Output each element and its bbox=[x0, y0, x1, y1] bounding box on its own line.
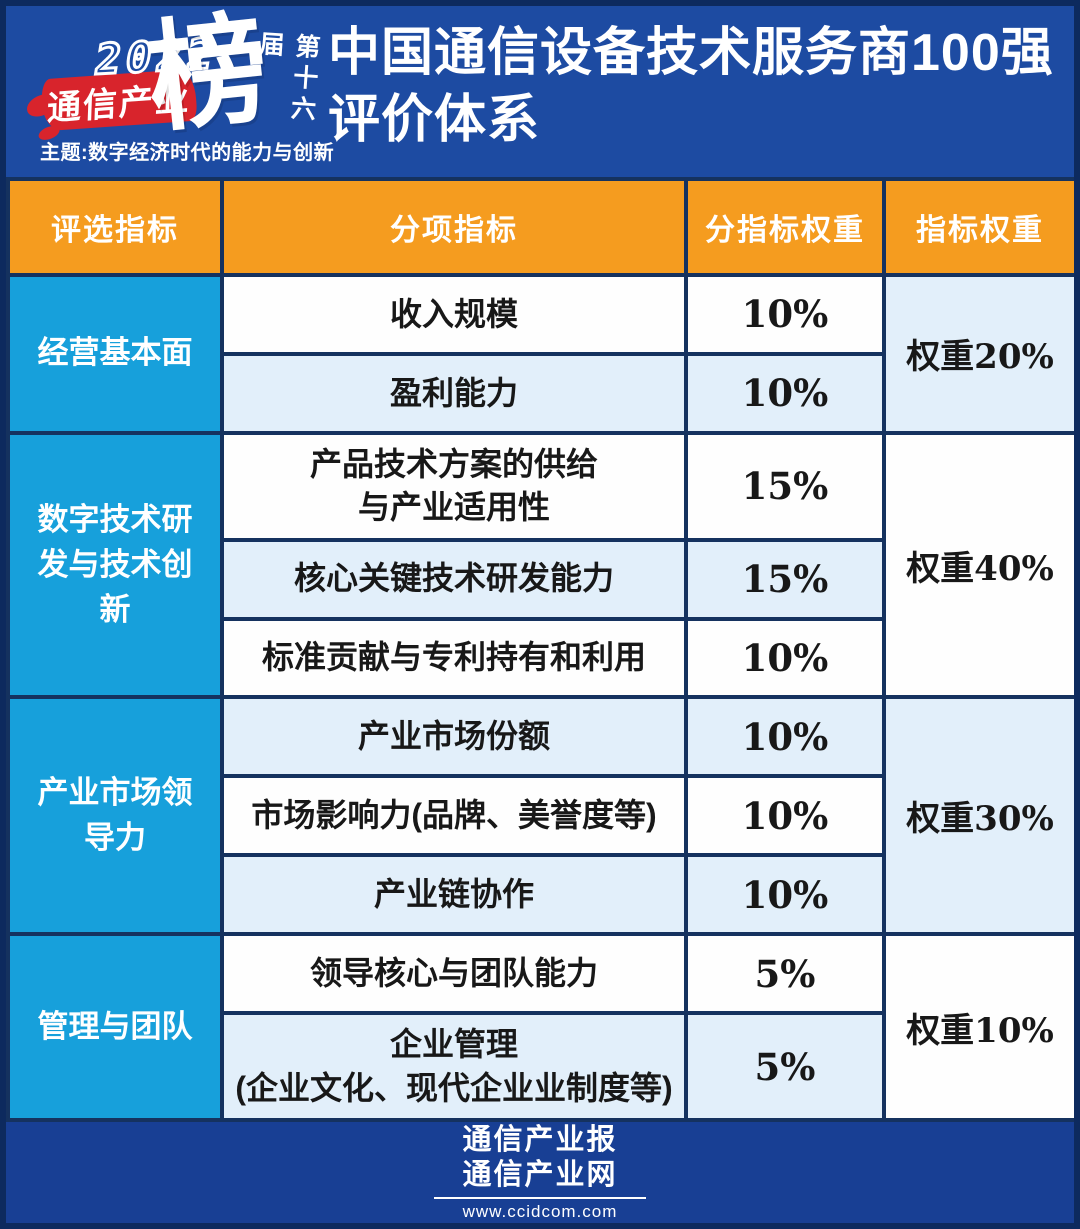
indicator-cell: 产业市场份额 bbox=[220, 695, 688, 779]
table-row: 产业市场领导力 产业市场份额 10% 权重30% bbox=[6, 695, 1074, 937]
sub-weight-cell: 10% bbox=[684, 853, 886, 937]
sub-weight-cell: 10% bbox=[684, 351, 886, 435]
sub-weight-cell: 10% bbox=[684, 616, 886, 700]
footer-url: www.ccidcom.com bbox=[462, 1201, 618, 1221]
page-title-line2: 评价体系 bbox=[328, 91, 541, 149]
category-cell: 产业市场领导力 bbox=[6, 695, 224, 937]
table-row: 产业链协作 10% bbox=[8, 853, 1074, 937]
table-row: 经营基本面 收入规模 10% 权重20% bbox=[6, 273, 1074, 435]
indicator-cell: 收入规模 bbox=[220, 273, 688, 356]
indicator-cell: 领导核心与团队能力 bbox=[220, 932, 688, 1016]
sub-weight-cell: 15% bbox=[684, 430, 886, 542]
column-header: 指标权重 bbox=[882, 177, 1074, 277]
logo-edition-text: 第十六届 bbox=[254, 29, 322, 128]
table-row: 盈利能力 10% bbox=[8, 351, 1074, 435]
sub-weight-cell: 10% bbox=[684, 273, 886, 356]
indicator-cell: 核心关键技术研发能力 bbox=[220, 537, 688, 621]
group-weight-cell: 权重10% bbox=[882, 932, 1074, 1122]
category-cell: 管理与团队 bbox=[6, 932, 224, 1122]
indicator-cell: 产品技术方案的供给 与产业适用性 bbox=[220, 430, 688, 542]
sub-weight-cell: 15% bbox=[684, 537, 886, 621]
footer-brand-line1: 通信产业报 bbox=[462, 1124, 618, 1157]
footer-brand-line2: 通信产业网 bbox=[462, 1158, 618, 1191]
logo-theme-text: 主题:数字经济时代的能力与创新 bbox=[40, 142, 335, 164]
page-title-line1: 中国通信设备技术服务商100强 bbox=[328, 24, 1054, 82]
footer-divider bbox=[434, 1196, 646, 1199]
sub-weight-cell: 10% bbox=[684, 774, 886, 858]
criteria-table-body: 经营基本面 收入规模 10% 权重20% 盈利能力 10% 数字技术研发与技术创新 产品技术方… bbox=[6, 273, 1074, 1122]
indicator-cell: 标准贡献与专利持有和利用 bbox=[220, 616, 688, 700]
footer-banner: 通信产业报 通信产业网 www.ccidcom.com bbox=[6, 1122, 1074, 1223]
group-weight-cell: 权重30% bbox=[882, 695, 1074, 937]
sub-weight-cell: 5% bbox=[684, 932, 886, 1016]
criteria-table: 评选指标 分项指标 分指标权重 指标权重 经营基本面 收入规模 10% 权重20% 盈利能力 1… bbox=[6, 177, 1074, 1122]
table-row: 数字技术研发与技术创新 产品技术方案的供给 与产业适用性 15% 权重40% bbox=[6, 430, 1074, 700]
sub-weight-cell: 5% bbox=[684, 1011, 886, 1122]
table-row: 管理与团队 领导核心与团队能力 5% 权重10% bbox=[6, 932, 1074, 1122]
category-cell: 数字技术研发与技术创新 bbox=[6, 430, 224, 700]
table-row: 标准贡献与专利持有和利用 10% bbox=[8, 616, 1074, 700]
indicator-cell: 企业管理 (企业文化、现代企业业制度等) bbox=[220, 1011, 688, 1122]
indicator-cell: 市场影响力(品牌、美誉度等) bbox=[220, 774, 688, 858]
sub-weight-cell: 10% bbox=[684, 695, 886, 779]
page-title: 中国通信设备技术服务商100强 评价体系 bbox=[328, 20, 1054, 154]
table-row: 企业管理 (企业文化、现代企业业制度等) 5% bbox=[8, 1011, 1074, 1122]
indicator-cell: 盈利能力 bbox=[220, 351, 688, 435]
table-row: 市场影响力(品牌、美誉度等) 10% bbox=[8, 774, 1074, 858]
criteria-table-container: 评选指标 分项指标 分指标权重 指标权重 经营基本面 收入规模 10% 权重20% 盈利能力 1… bbox=[6, 177, 1074, 1122]
column-header: 分项指标 bbox=[220, 177, 688, 277]
column-header: 评选指标 bbox=[6, 177, 224, 277]
group-weight-cell: 权重40% bbox=[882, 430, 1074, 700]
header-banner: 2022 通信产业 榜 第十六届 主题:数字经济时代的能力与创新 中国通信设备技… bbox=[6, 0, 1074, 177]
table-row: 核心关键技术研发能力 15% bbox=[8, 537, 1074, 621]
table-header-row: 评选指标 分项指标 分指标权重 指标权重 bbox=[6, 177, 1074, 277]
column-header: 分指标权重 bbox=[684, 177, 886, 277]
group-weight-cell: 权重20% bbox=[882, 273, 1074, 435]
category-cell: 经营基本面 bbox=[6, 273, 224, 435]
indicator-cell: 产业链协作 bbox=[220, 853, 688, 937]
